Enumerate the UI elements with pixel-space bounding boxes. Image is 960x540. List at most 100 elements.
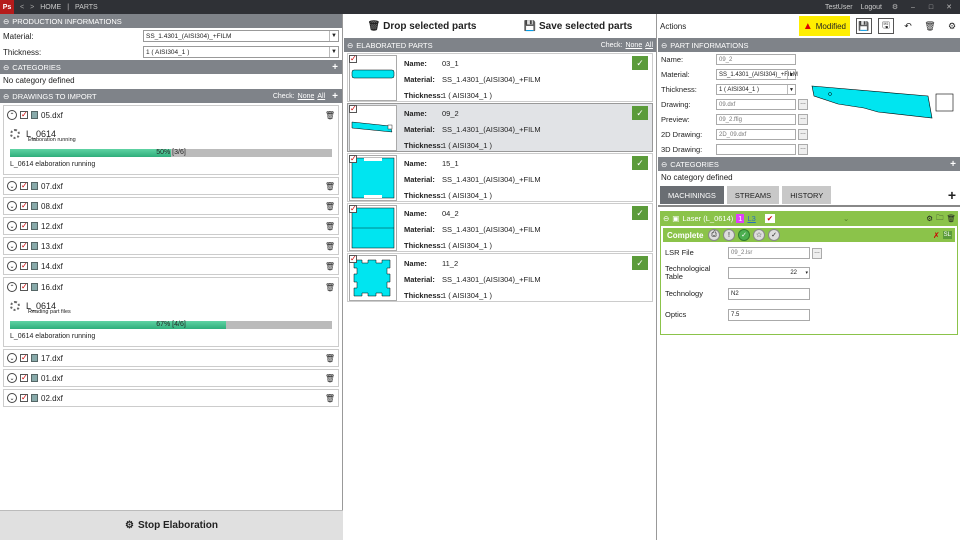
expand-icon[interactable]: ⌄ <box>7 241 17 251</box>
part-item[interactable]: ✓ Name: 09_2 Material: SS_1.4301_(AISI304)… <box>347 103 653 152</box>
breadcrumb-home[interactable]: HOME <box>40 3 62 11</box>
expand-icon[interactable]: ⌄ <box>7 353 17 363</box>
save-as-icon[interactable]: 🖫 <box>878 18 894 34</box>
logout-link[interactable]: Logout <box>860 3 882 11</box>
trash-icon[interactable]: 🗑 <box>946 213 956 223</box>
sl-icon[interactable]: SL <box>942 231 952 239</box>
checkbox[interactable]: ✓ <box>349 154 357 163</box>
trash-icon[interactable]: 🗑 <box>324 201 335 211</box>
maximize-icon[interactable]: □ <box>928 3 934 11</box>
thickness-select[interactable]: 1 ( AISI304_1 ) ▼ <box>143 46 339 58</box>
trash-icon[interactable]: 🗑 <box>324 393 335 403</box>
checkbox[interactable]: ✓ <box>349 54 357 63</box>
checkbox[interactable]: ✓ <box>20 241 28 250</box>
part-item[interactable]: ✓ Name: 03_1 Material: SS_1.4301_(AISI304)… <box>347 53 653 102</box>
collapse-icon[interactable]: ⊖ <box>3 62 10 72</box>
checkbox[interactable]: ✓ <box>20 261 28 270</box>
browse-button[interactable]: … <box>812 247 822 259</box>
optics-field[interactable]: 7.5 <box>728 309 810 321</box>
checkbox[interactable]: ✓ <box>20 373 28 382</box>
browse-button[interactable]: … <box>798 129 808 140</box>
printer-status-icon[interactable]: ⎙ <box>708 229 720 241</box>
part-item[interactable]: ✓ Name: 04_2 Material: SS_1.4301_(AISI304)… <box>347 203 653 252</box>
add-machining-icon[interactable]: + <box>947 187 956 203</box>
pin-icon[interactable]: ✗ <box>932 230 940 240</box>
drawings-header[interactable]: ⊖ DRAWINGS TO IMPORT Check: None All + <box>0 89 342 103</box>
browse-button[interactable]: … <box>798 114 808 125</box>
laser-badge-link[interactable]: L3 <box>747 213 756 223</box>
settings-icon[interactable]: ⚙ <box>891 4 899 11</box>
stop-elaboration-button[interactable]: ⚙ Stop Elaboration <box>0 510 343 540</box>
field-input[interactable]: 09_2 <box>716 54 796 65</box>
browse-button[interactable]: … <box>798 99 808 110</box>
browse-button[interactable]: … <box>798 144 808 155</box>
checkbox[interactable]: ✓ <box>20 221 28 230</box>
check-status-icon[interactable]: ✓ <box>738 229 750 241</box>
drop-selected-button[interactable]: 🗑 Drop selected parts <box>367 20 477 32</box>
checkbox[interactable]: ✓ <box>349 254 357 263</box>
minimize-icon[interactable]: – <box>911 3 915 11</box>
material-select[interactable]: SS_1.4301_(AISI304)_+FILM ▼ <box>143 30 339 42</box>
tab-history[interactable]: HISTORY <box>782 186 832 204</box>
expand-icon[interactable]: ⌄ <box>7 373 17 383</box>
trash-icon[interactable]: 🗑 <box>324 110 335 120</box>
checkbox[interactable]: ✓ <box>20 110 28 119</box>
checkbox[interactable]: ✓ <box>20 181 28 190</box>
field-input[interactable]: 09.dxf <box>716 99 796 110</box>
collapse-icon[interactable]: ⊖ <box>3 16 10 26</box>
drawing-item[interactable]: ⌄ ✓ 01.dxf 🗑 <box>3 369 339 387</box>
expand-icon[interactable]: ⌄ <box>7 261 17 271</box>
drawing-item[interactable]: ⌄ ✓ 07.dxf 🗑 <box>3 177 339 195</box>
checkbox[interactable]: ✓ <box>349 204 357 213</box>
field-input[interactable]: 1 ( AISI304_1 ) ▼ <box>716 84 796 95</box>
warning-status-icon[interactable]: ! <box>723 229 735 241</box>
expand-icon[interactable]: ⌄ <box>7 201 17 211</box>
expand-icon[interactable]: ⌄ <box>7 181 17 191</box>
drawing-item[interactable]: ⌄ ✓ 08.dxf 🗑 <box>3 197 339 215</box>
field-input[interactable]: 09_2.ffig <box>716 114 796 125</box>
back-button[interactable]: < <box>20 3 25 11</box>
field-input[interactable] <box>716 144 796 155</box>
trash-icon[interactable]: 🗑 <box>324 241 335 251</box>
trash-icon[interactable]: 🗑 <box>324 221 335 231</box>
check-all-link[interactable]: All <box>645 41 653 49</box>
production-header[interactable]: ⊖ PRODUCTION INFORMATIONS <box>0 14 342 28</box>
expand-icon[interactable]: ⌄ <box>7 221 17 231</box>
save-icon[interactable]: 💾 <box>856 18 872 34</box>
check-none-link[interactable]: None <box>297 92 315 100</box>
gears-icon[interactable]: ⚙ <box>926 213 933 223</box>
tab-streams[interactable]: STREAMS <box>726 186 780 204</box>
drawing-item[interactable]: ⌃ ✓ 05.dxf 🗑 L_0614 Elaboration running … <box>3 105 339 175</box>
check-none-link[interactable]: None <box>625 41 643 49</box>
trash-icon[interactable]: 🗑 <box>324 181 335 191</box>
chevron-down-icon[interactable]: ⌄ <box>842 213 850 223</box>
expand-icon[interactable]: ⌄ <box>7 393 17 403</box>
part-info-header[interactable]: ⊖ PART INFORMATIONS <box>658 38 960 52</box>
right-categories-header[interactable]: ⊖ CATEGORIES + <box>658 157 960 171</box>
field-input[interactable]: SS_1.4301_(AISI304)_+FILM ▼ <box>716 69 798 80</box>
trash-icon[interactable]: 🗑 <box>324 261 335 271</box>
drawing-item[interactable]: ⌄ ✓ 13.dxf 🗑 <box>3 237 339 255</box>
categories-header[interactable]: ⊖ CATEGORIES + <box>0 60 342 74</box>
trash-icon[interactable]: 🗑 <box>922 18 938 34</box>
undo-icon[interactable]: ↶ <box>900 18 916 34</box>
add-category-icon[interactable]: + <box>332 61 338 73</box>
checkbox[interactable]: ✓ <box>20 201 28 210</box>
field-input[interactable]: 2D_09.dxf <box>716 129 796 140</box>
collapse-icon[interactable]: ⊖ <box>663 213 670 223</box>
add-drawing-icon[interactable]: + <box>332 90 338 102</box>
collapse-icon[interactable]: ⌃ <box>7 282 17 292</box>
checkbox[interactable]: ✓ <box>20 353 28 362</box>
tab-machinings[interactable]: MACHININGS <box>660 186 724 204</box>
trash-icon[interactable]: 🗑 <box>324 373 335 383</box>
add-category-icon[interactable]: + <box>950 158 956 170</box>
part-item[interactable]: ✓ Name: 11_2 Material: SS_1.4301_(AISI304)… <box>347 253 653 302</box>
drawing-item[interactable]: ⌃ ✓ 16.dxf 🗑 L_0614 Reading part files 6… <box>3 277 339 347</box>
collapse-icon[interactable]: ⊖ <box>661 159 668 169</box>
checkbox[interactable]: ✓ <box>20 282 28 291</box>
part-item[interactable]: ✓ Name: 15_1 Material: SS_1.4301_(AISI304)… <box>347 153 653 202</box>
gears-icon[interactable]: ⚙ <box>944 18 960 34</box>
save-selected-button[interactable]: 💾 Save selected parts <box>523 20 633 32</box>
collapse-icon[interactable]: ⊖ <box>661 40 668 50</box>
checkbox[interactable]: ✓ <box>349 104 357 113</box>
